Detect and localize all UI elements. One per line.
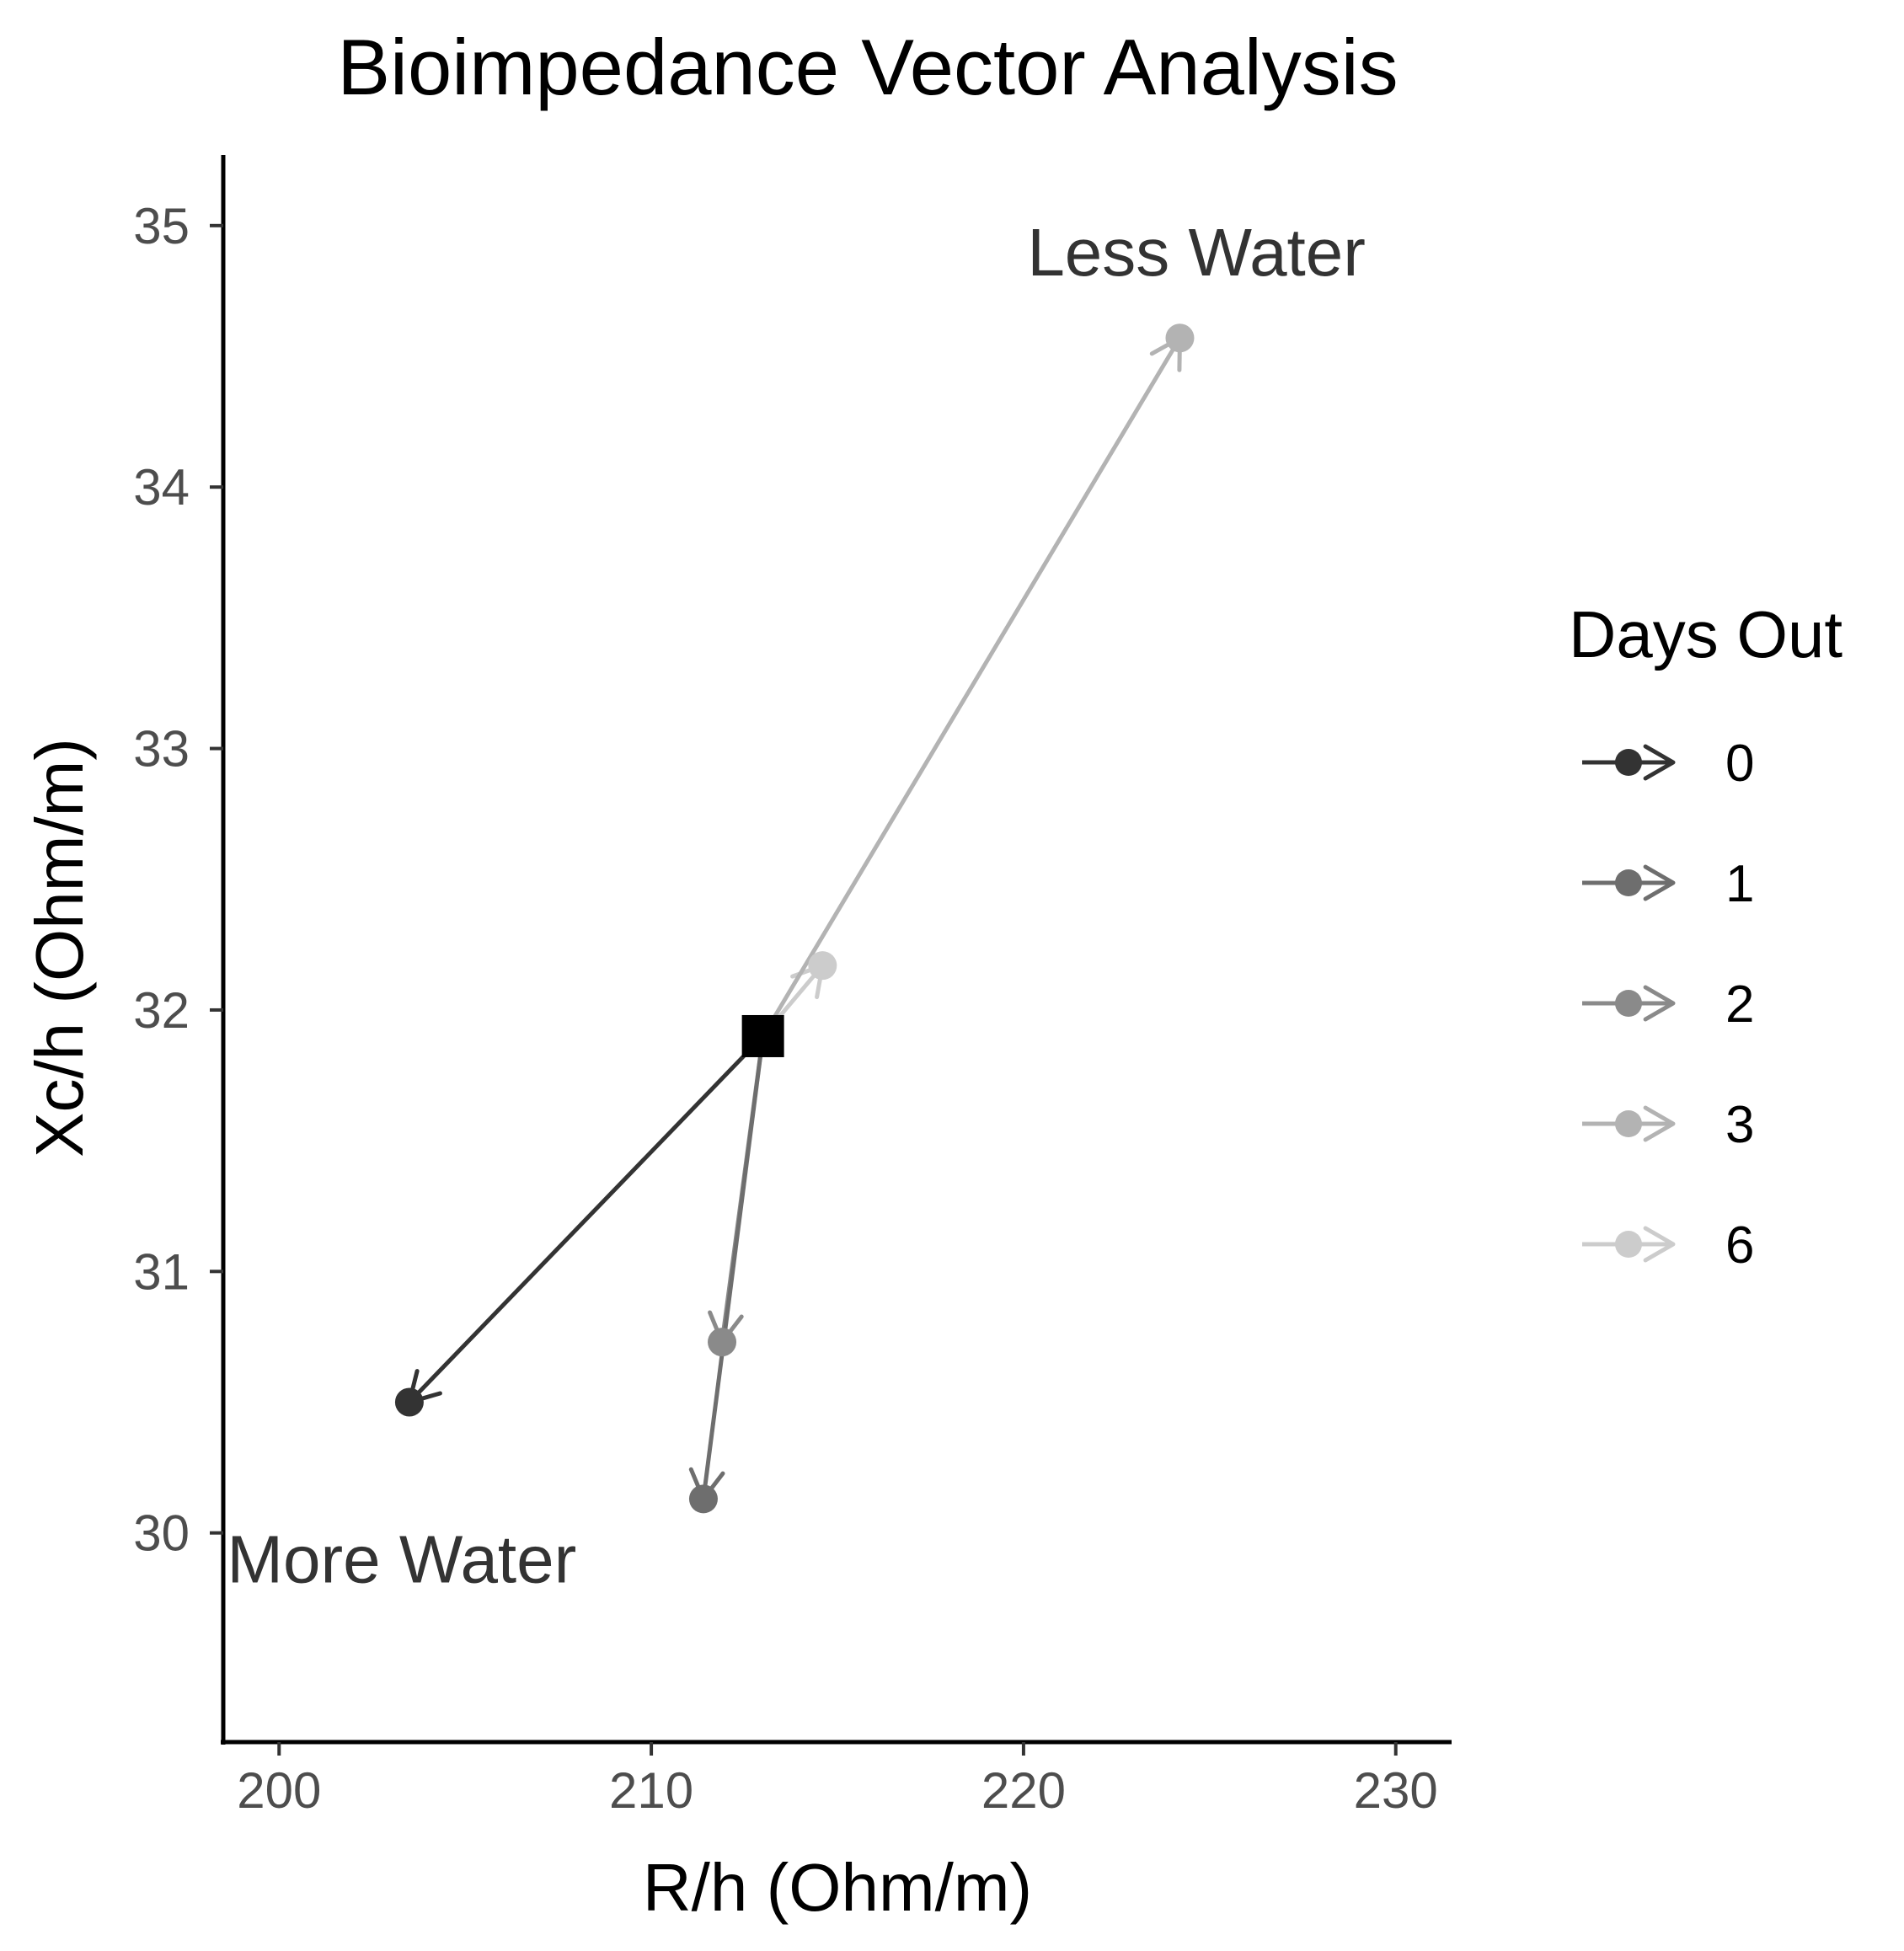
legend-title: Days Out	[1569, 597, 1842, 671]
y-ticks: 30 31 32 33 34 35	[133, 198, 223, 1562]
x-ticks: 200 210 220 230	[237, 1742, 1438, 1819]
y-tick-label: 30	[133, 1505, 190, 1562]
legend-items: 0 1 2 3 6	[1582, 735, 1754, 1275]
vector-series-1	[688, 1035, 766, 1501]
vector-line	[701, 1035, 766, 1499]
x-tick-label: 230	[1354, 1762, 1438, 1819]
origin-marker	[741, 1014, 784, 1057]
legend-key-point	[1615, 749, 1642, 776]
data-point-6	[808, 951, 837, 981]
x-tick-label: 200	[237, 1762, 321, 1819]
vector-arrowhead	[1643, 744, 1676, 781]
chart-title: Bioimpedance Vector Analysis	[337, 23, 1398, 111]
axes: 200 210 220 230 30 31 32 33 34 35	[133, 155, 1452, 1819]
data-point-1	[688, 1484, 718, 1514]
vector-line	[761, 336, 1182, 1038]
y-tick-label: 35	[133, 198, 190, 254]
legend-label: 6	[1725, 1216, 1754, 1275]
data-point-2	[708, 1328, 737, 1357]
legend-key-point	[1615, 1110, 1642, 1137]
x-tick-label: 220	[981, 1762, 1066, 1819]
legend-item-3: 3	[1582, 1096, 1754, 1154]
x-axis-title: R/h (Ohm/m)	[643, 1850, 1032, 1925]
legend-key-point	[1615, 869, 1642, 896]
vector-arrowhead	[1643, 1226, 1676, 1263]
legend: Days Out 0 1 2 3 6	[1569, 597, 1842, 1275]
x-tick-label: 210	[609, 1762, 693, 1819]
legend-label: 0	[1725, 735, 1754, 793]
data-point-0	[394, 1387, 424, 1417]
annotations: Less Water More Water	[227, 215, 1366, 1597]
legend-label: 1	[1725, 855, 1754, 913]
vector-arrowhead	[1643, 864, 1676, 901]
vector-line	[408, 1034, 765, 1404]
legend-item-1: 1	[1582, 855, 1754, 913]
vector-series-3	[761, 335, 1182, 1038]
y-tick-label: 34	[133, 459, 190, 516]
legend-item-0: 0	[1582, 735, 1754, 793]
data-point-3	[1165, 323, 1195, 353]
legend-item-2: 2	[1582, 976, 1754, 1034]
vector-arrowhead	[1643, 1105, 1676, 1142]
legend-key-point	[1615, 990, 1642, 1017]
y-axis-title: Xc/h (Ohm/m)	[22, 738, 97, 1157]
legend-key-point	[1615, 1231, 1642, 1258]
annotation-less-water: Less Water	[1027, 215, 1366, 290]
legend-label: 2	[1725, 976, 1754, 1034]
y-tick-label: 32	[133, 982, 190, 1039]
y-tick-label: 33	[133, 721, 190, 778]
points	[394, 323, 1195, 1514]
legend-label: 3	[1725, 1096, 1754, 1154]
vectors	[407, 335, 1182, 1501]
y-tick-label: 31	[133, 1243, 190, 1300]
annotation-more-water: More Water	[227, 1522, 576, 1597]
vector-arrowhead	[1643, 985, 1676, 1022]
legend-item-6: 6	[1582, 1216, 1754, 1275]
